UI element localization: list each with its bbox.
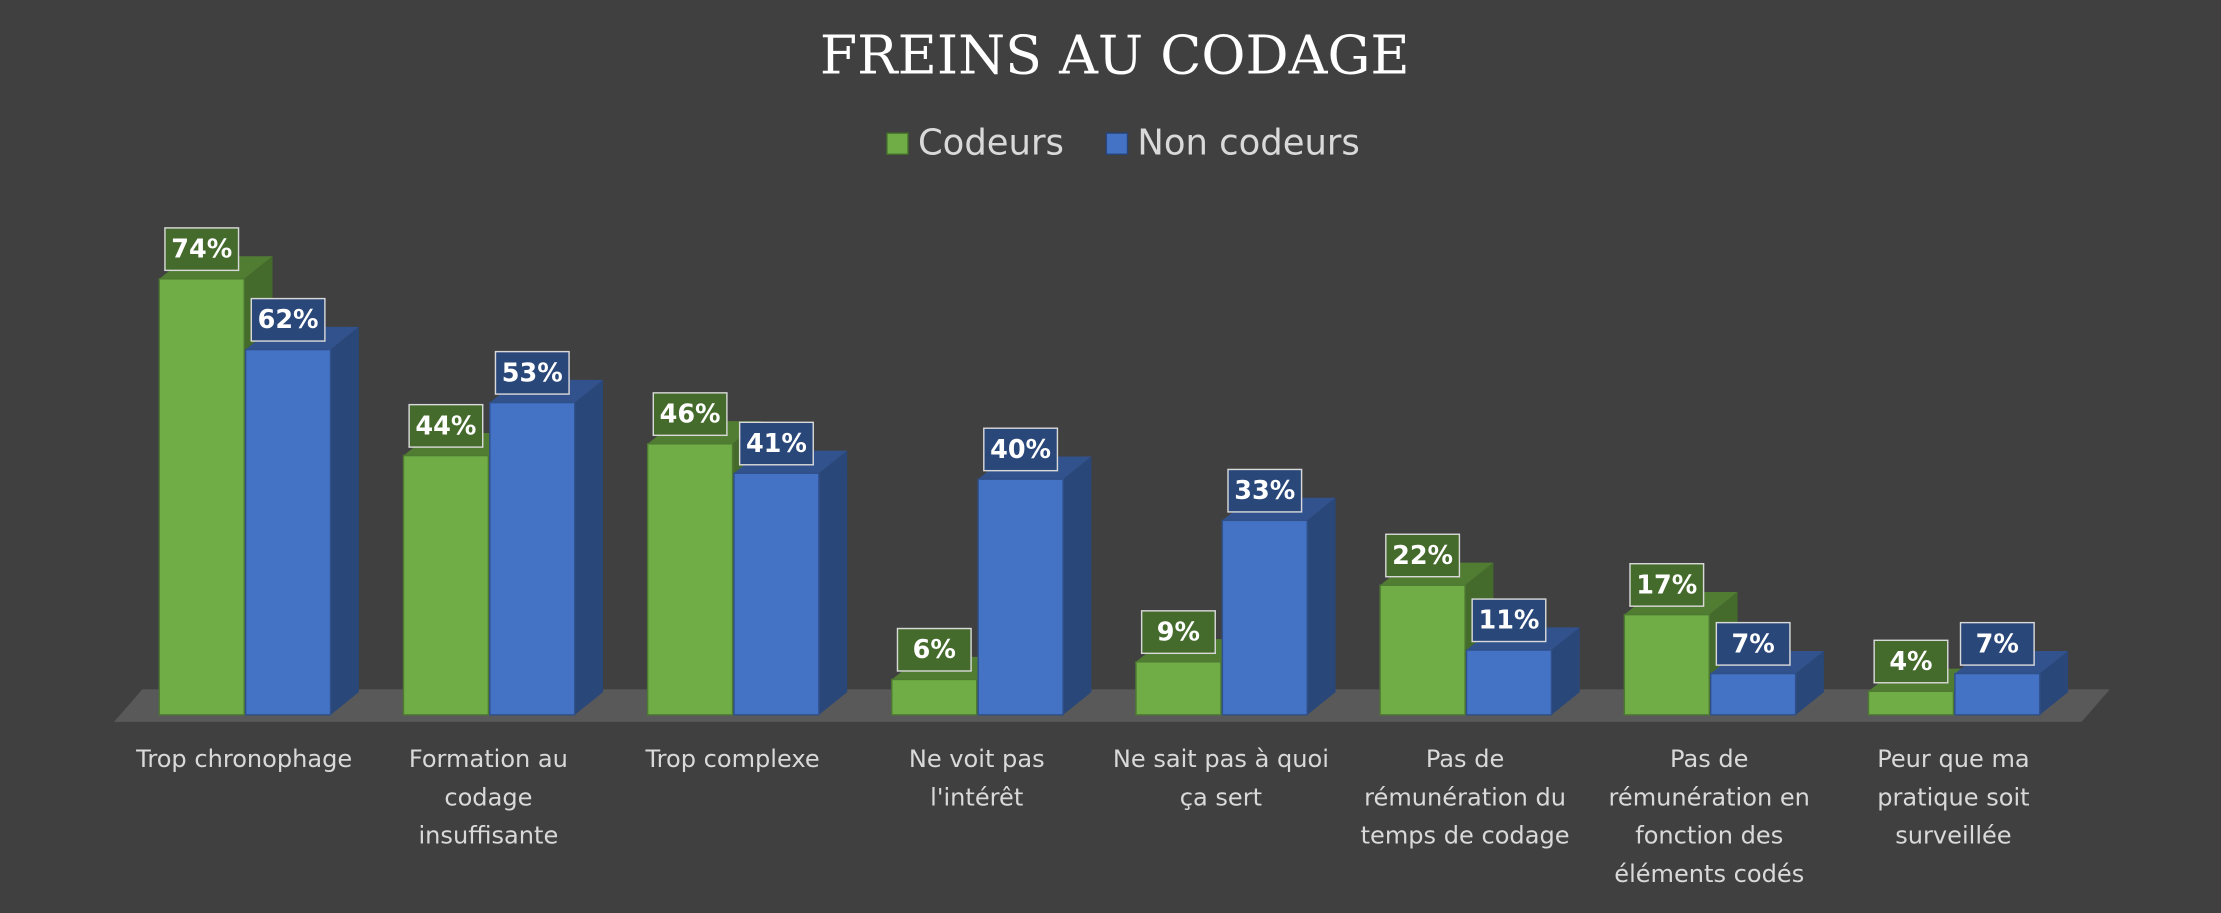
value-label: 9% (1157, 617, 1200, 647)
value-label: 46% (660, 400, 721, 430)
legend-swatch (1105, 132, 1129, 155)
value-label-box (896, 627, 972, 672)
x-tick-label-box: Pas de rémunération en fonction des élém… (1608, 745, 1810, 889)
x-tick-label-box: Formation au codage insuffisante (408, 745, 568, 851)
x-tick-label: Pas de rémunération du temps de codage (1360, 745, 1570, 851)
legend-label: Non codeurs (1137, 122, 1359, 163)
x-tick-label-box: Trop chronophage (136, 745, 353, 775)
floor (113, 689, 2110, 722)
x-tick-label: Peur que ma pratique soit surveillée (1877, 745, 2030, 851)
value-label: 53% (502, 358, 563, 388)
bar (244, 348, 332, 716)
value-label: 74% (171, 235, 232, 265)
bar (158, 278, 245, 716)
x-tick-label: Pas de rémunération en fonction des élém… (1608, 745, 1810, 889)
value-label-box (983, 427, 1059, 472)
bar-side (1307, 497, 1336, 715)
bar (489, 401, 576, 716)
bar (1709, 672, 1797, 716)
value-label: 41% (746, 429, 807, 459)
value-label-box (1385, 533, 1461, 578)
x-tick-label: Trop complexe (645, 745, 820, 775)
bar-side (574, 379, 604, 715)
x-tick-label-box: Trop complexe (645, 745, 820, 775)
x-tick-label: Ne voit pas l'intérêt (908, 745, 1045, 813)
value-label-box (1140, 610, 1216, 655)
chart-title: FREINS AU CODAGE (820, 23, 1410, 86)
value-label-box (250, 297, 326, 342)
value-label-box (1629, 563, 1705, 607)
value-label: 7% (1976, 629, 2019, 659)
value-label: 40% (990, 435, 1051, 465)
bar-side (1551, 627, 1580, 715)
x-tick-label: Ne sait pas à quoi ça sert (1112, 745, 1329, 813)
value-label-box (164, 227, 240, 272)
value-label: 7% (1732, 629, 1775, 659)
x-tick-label-box: Ne voit pas l'intérêt (908, 745, 1045, 813)
value-label: 11% (1478, 606, 1539, 636)
x-tick-label: Trop chronophage (136, 745, 353, 775)
bar-side (330, 326, 359, 715)
bar (977, 478, 1064, 716)
x-tick-label-box: Peur que ma pratique soit surveillée (1877, 745, 2030, 851)
bar (1867, 690, 1955, 716)
x-tick-label: Formation au codage insuffisante (408, 745, 568, 851)
bar-side (1063, 456, 1092, 715)
bar (891, 678, 978, 716)
value-label-box (652, 392, 728, 437)
bar (1465, 649, 1553, 716)
value-label-box (1715, 621, 1791, 666)
value-label-box (1959, 621, 2035, 666)
bar-side (2039, 650, 2069, 715)
x-tick-label-box: Ne sait pas à quoi ça sert (1112, 745, 1329, 813)
legend-swatch (886, 132, 909, 155)
bar (1221, 519, 1308, 716)
value-label-box (1227, 468, 1303, 513)
bar (1135, 661, 1222, 716)
value-label-box (1471, 598, 1547, 643)
value-label: 17% (1636, 570, 1697, 600)
bar (1954, 672, 2041, 716)
bar (733, 472, 820, 716)
value-label-box (738, 421, 814, 466)
value-label-box (408, 403, 484, 448)
value-label-box (494, 350, 570, 395)
legend-label: Codeurs (918, 122, 1064, 163)
value-label: 33% (1234, 476, 1295, 506)
bar (1379, 584, 1466, 716)
bar (402, 454, 490, 716)
bar (1623, 613, 1710, 716)
bar (646, 443, 734, 716)
value-label-box (1873, 639, 1949, 684)
bar-side (818, 450, 848, 715)
value-label: 62% (258, 305, 319, 335)
value-label: 6% (913, 635, 956, 665)
value-label: 4% (1889, 647, 1932, 677)
value-label: 22% (1392, 541, 1453, 571)
x-tick-label-box: Pas de rémunération du temps de codage (1360, 745, 1570, 851)
value-label: 44% (415, 411, 476, 441)
bar-side (1795, 650, 1824, 715)
